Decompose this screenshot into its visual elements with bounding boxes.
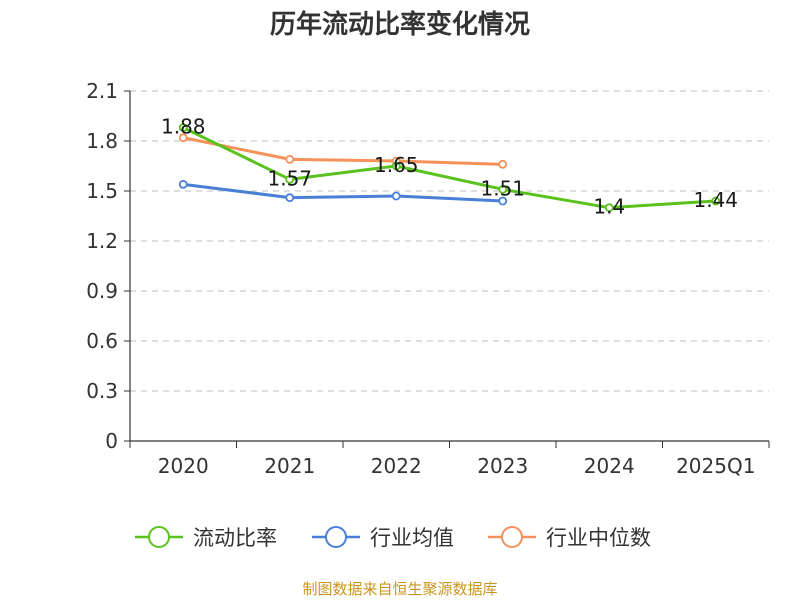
series-line [182, 126, 716, 210]
y-tick-label: 0.6 [86, 329, 118, 353]
y-tick-label: 1.5 [86, 179, 118, 203]
y-tick-label: 0 [105, 429, 118, 453]
x-tick-label: 2025Q1 [676, 454, 755, 478]
data-point [604, 203, 614, 213]
x-tick-label: 2020 [158, 454, 209, 478]
x-tick-label: 2021 [264, 454, 315, 478]
legend-item[interactable]: 行业均值 [312, 526, 454, 550]
x-tick-label: 2023 [477, 454, 528, 478]
data-label: 1.4 [593, 195, 625, 219]
gridlines [130, 90, 769, 392]
legend[interactable]: 流动比率 行业均值 行业中位数 [135, 526, 651, 550]
y-tick-label: 1.8 [86, 129, 118, 153]
data-label: 1.44 [693, 188, 738, 212]
series-lines [178, 123, 721, 213]
data-point [285, 174, 295, 184]
data-point [285, 154, 295, 164]
legend-item[interactable]: 行业中位数 [488, 526, 651, 550]
data-point [391, 191, 401, 201]
legend-marker-icon [501, 526, 523, 548]
data-point [178, 179, 188, 189]
data-point [498, 184, 508, 194]
data-label: 1.88 [161, 115, 206, 139]
data-labels: 1.88 1.57 1.65 1.51 1.4 1.44 [161, 115, 738, 219]
y-tick-label: 0.9 [86, 279, 118, 303]
data-point [178, 123, 188, 133]
y-tick-label: 2.1 [86, 79, 118, 103]
data-label: 1.57 [267, 166, 312, 190]
legend-label: 流动比率 [193, 526, 277, 550]
y-tick-label: 1.2 [86, 229, 118, 253]
legend-label: 行业均值 [370, 526, 454, 550]
data-point [711, 196, 721, 206]
data-point [285, 193, 295, 203]
x-tick-label: 2022 [371, 454, 422, 478]
axes: 0 0.3 0.6 0.9 1.2 1.5 1.8 2.1 2020 2021 2022 2023 20… [86, 79, 770, 478]
legend-marker-icon [148, 526, 170, 548]
data-point [391, 161, 401, 171]
series-line [183, 182, 503, 203]
x-tick-label: 2024 [584, 454, 635, 478]
data-point [498, 196, 508, 206]
data-point [178, 133, 188, 143]
series-line [182, 136, 503, 166]
data-point [498, 159, 508, 169]
legend-marker-icon [325, 526, 347, 548]
chart-title: 历年流动比率变化情况 [270, 9, 530, 40]
legend-item[interactable]: 流动比率 [135, 526, 277, 550]
data-label: 1.65 [374, 153, 419, 177]
legend-label: 行业中位数 [546, 526, 651, 550]
data-label: 1.51 [480, 176, 525, 200]
source-note: 制图数据来自恒生聚源数据库 [302, 580, 497, 598]
y-tick-label: 0.3 [86, 379, 118, 403]
